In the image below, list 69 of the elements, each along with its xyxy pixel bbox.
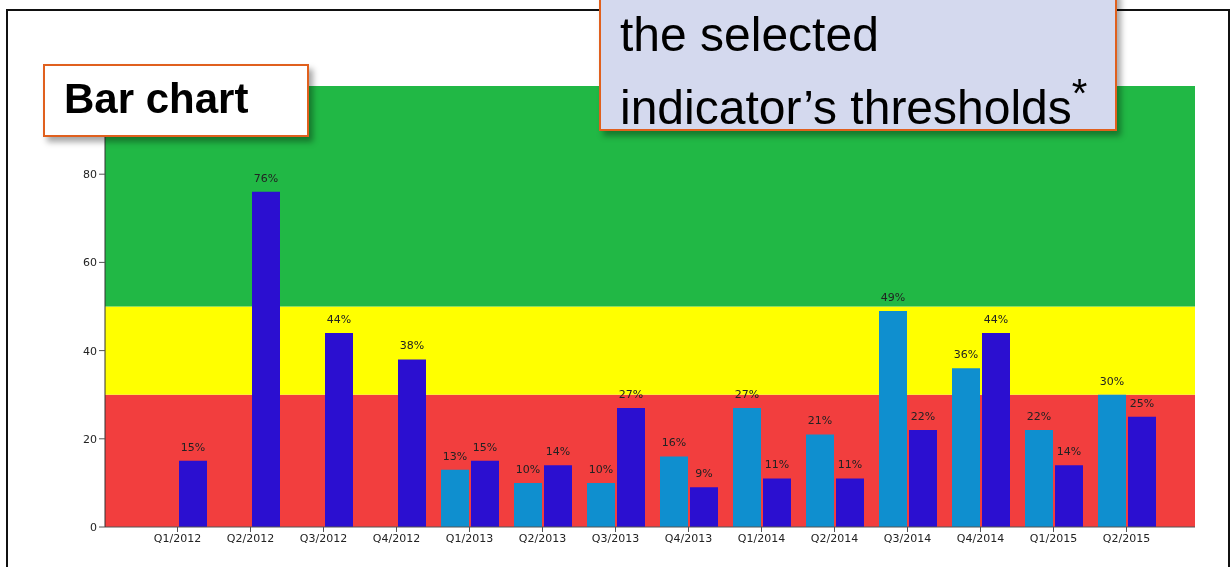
bar xyxy=(252,191,280,527)
bar xyxy=(1098,394,1126,527)
data-label: 27% xyxy=(734,387,760,401)
data-label: 11% xyxy=(837,458,863,472)
y-tick-label: 80 xyxy=(83,168,97,182)
x-tick-label: Q3/2014 xyxy=(883,531,932,545)
bar xyxy=(879,310,907,527)
y-tick-label: 20 xyxy=(83,432,97,446)
bar xyxy=(763,478,791,527)
bar xyxy=(587,482,615,527)
x-tick-label: Q4/2012 xyxy=(372,531,421,545)
y-tick-label: 0 xyxy=(90,520,97,534)
data-label: 25% xyxy=(1129,396,1155,410)
bar xyxy=(617,407,645,527)
y-tick-label: 40 xyxy=(83,344,97,358)
x-tick-label: Q2/2013 xyxy=(518,531,567,545)
bar xyxy=(514,482,542,527)
data-label: 15% xyxy=(472,440,498,454)
x-tick-label: Q1/2015 xyxy=(1029,531,1078,545)
bar xyxy=(544,465,572,527)
x-tick-label: Q3/2013 xyxy=(591,531,640,545)
bar xyxy=(660,456,688,527)
data-label: 16% xyxy=(661,436,687,450)
data-label: 30% xyxy=(1099,374,1125,388)
bar xyxy=(441,469,469,527)
data-label: 22% xyxy=(1026,409,1052,423)
annotation: Bar chart xyxy=(64,75,249,122)
bar xyxy=(690,487,718,527)
data-label: 44% xyxy=(326,312,352,326)
bar xyxy=(836,478,864,527)
x-tick-label: Q4/2013 xyxy=(664,531,713,545)
bar xyxy=(909,429,937,527)
data-label: 22% xyxy=(910,409,936,423)
data-label: 44% xyxy=(983,312,1009,326)
data-label: 36% xyxy=(953,348,979,362)
bar xyxy=(179,460,207,527)
x-tick-label: Q1/2014 xyxy=(737,531,786,545)
x-tick-label: Q1/2012 xyxy=(153,531,202,545)
bar xyxy=(471,460,499,527)
data-label: 76% xyxy=(253,171,279,185)
data-label: 10% xyxy=(588,462,614,476)
x-tick-label: Q2/2014 xyxy=(810,531,859,545)
bar xyxy=(733,407,761,527)
data-label: 38% xyxy=(399,339,425,353)
bar xyxy=(398,359,426,527)
x-tick-label: Q2/2015 xyxy=(1102,531,1151,545)
bar xyxy=(806,434,834,527)
data-label: 49% xyxy=(880,290,906,304)
bar xyxy=(1025,429,1053,527)
data-label: 15% xyxy=(180,440,206,454)
y-tick-label: 60 xyxy=(83,256,97,270)
bar xyxy=(982,332,1010,527)
bar xyxy=(952,368,980,527)
x-tick-label: Q3/2012 xyxy=(299,531,348,545)
bar xyxy=(1055,465,1083,527)
data-label: 14% xyxy=(545,445,571,459)
x-tick-label: Q1/2013 xyxy=(445,531,494,545)
data-label: 11% xyxy=(764,458,790,472)
annotation: the selected indicator’s thresholds$^{*}$ xyxy=(620,8,1088,134)
data-label: 13% xyxy=(442,449,468,463)
x-tick-label: Q4/2014 xyxy=(956,531,1005,545)
bar xyxy=(1128,416,1156,527)
data-label: 14% xyxy=(1056,445,1082,459)
data-label: 27% xyxy=(618,387,644,401)
bar xyxy=(325,332,353,527)
data-label: 10% xyxy=(515,462,541,476)
data-label: 21% xyxy=(807,414,833,428)
data-label: 9% xyxy=(695,467,713,481)
x-tick-label: Q2/2012 xyxy=(226,531,275,545)
